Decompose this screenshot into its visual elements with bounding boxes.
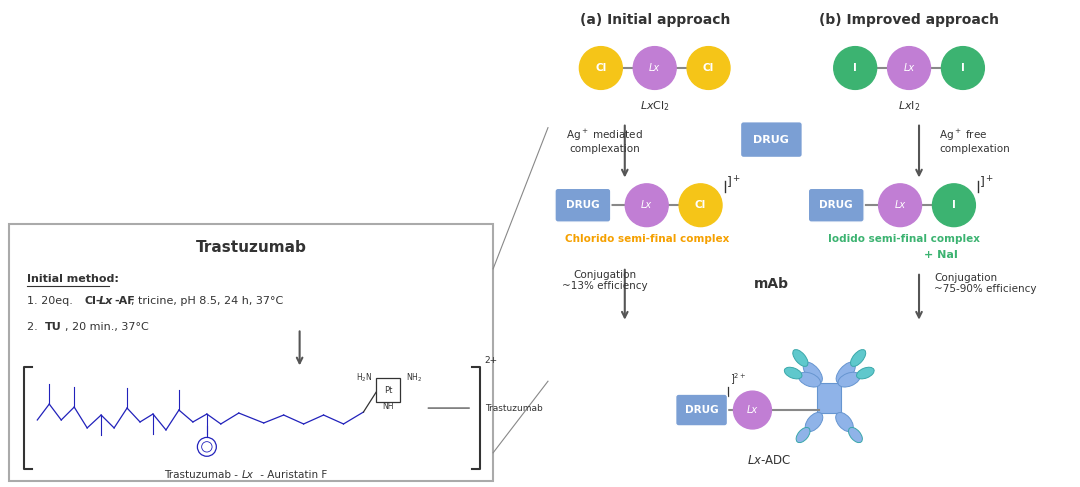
Text: Lx: Lx (642, 200, 652, 210)
Circle shape (625, 184, 669, 226)
Text: Pt: Pt (384, 386, 392, 394)
Text: I: I (853, 63, 858, 73)
Text: Initial method:: Initial method: (27, 274, 119, 284)
Text: Ag$^+$ free
complexation: Ag$^+$ free complexation (939, 128, 1010, 154)
Text: Cl: Cl (694, 200, 706, 210)
Text: I: I (961, 63, 964, 73)
Text: NH: NH (382, 402, 394, 411)
Ellipse shape (804, 362, 822, 383)
FancyBboxPatch shape (818, 383, 841, 413)
Text: (a) Initial approach: (a) Initial approach (580, 13, 730, 27)
Circle shape (633, 47, 676, 90)
FancyBboxPatch shape (555, 188, 611, 222)
Text: TU: TU (45, 321, 62, 332)
FancyBboxPatch shape (377, 378, 401, 402)
Text: Trastuzumab: Trastuzumab (195, 240, 307, 255)
Ellipse shape (793, 350, 808, 366)
Text: mAb: mAb (754, 277, 788, 291)
Circle shape (932, 184, 975, 226)
Text: Lx: Lx (99, 296, 113, 306)
Text: + NaI: + NaI (924, 250, 958, 260)
Text: -AF: -AF (114, 296, 135, 306)
Circle shape (679, 184, 723, 226)
Text: - Auristatin F: - Auristatin F (257, 469, 327, 480)
Ellipse shape (836, 362, 855, 383)
FancyBboxPatch shape (676, 394, 728, 426)
FancyBboxPatch shape (808, 188, 864, 222)
Text: ]$^+$: ]$^+$ (726, 175, 741, 191)
Text: , tricine, pH 8.5, 24 h, 37°C: , tricine, pH 8.5, 24 h, 37°C (131, 296, 283, 306)
Text: Trastuzumab -: Trastuzumab - (164, 469, 241, 480)
Text: Cl: Cl (595, 63, 607, 73)
Text: H$_2$N: H$_2$N (356, 372, 373, 384)
Ellipse shape (849, 428, 863, 443)
Text: $\it{Lx}$-ADC: $\it{Lx}$-ADC (747, 454, 792, 467)
Text: 2.: 2. (27, 321, 41, 332)
Text: (b) Improved approach: (b) Improved approach (819, 13, 999, 27)
Text: Conjugation
~13% efficiency: Conjugation ~13% efficiency (562, 270, 648, 291)
Text: NH$_2$: NH$_2$ (406, 372, 422, 384)
FancyBboxPatch shape (10, 224, 494, 481)
Circle shape (579, 47, 622, 90)
Text: Cl: Cl (703, 63, 714, 73)
Circle shape (942, 47, 984, 90)
Text: $\it{Lx}$Cl$_2$: $\it{Lx}$Cl$_2$ (639, 99, 670, 112)
Ellipse shape (798, 372, 821, 387)
Text: ]$^+$: ]$^+$ (978, 175, 994, 191)
Text: Cl-: Cl- (84, 296, 100, 306)
Text: $\it{Lx}$I$_2$: $\it{Lx}$I$_2$ (897, 99, 920, 112)
Text: 2+: 2+ (484, 356, 497, 365)
Ellipse shape (806, 412, 823, 431)
Circle shape (687, 47, 730, 90)
Text: DRUG: DRUG (566, 200, 599, 210)
Circle shape (733, 391, 771, 429)
Ellipse shape (856, 367, 874, 379)
Text: DRUG: DRUG (754, 134, 789, 145)
Circle shape (888, 47, 931, 90)
FancyBboxPatch shape (741, 122, 802, 157)
Text: Chlorido semi-final complex: Chlorido semi-final complex (565, 234, 729, 244)
Text: ]$^{2+}$: ]$^{2+}$ (729, 372, 746, 387)
Text: , 20 min., 37°C: , 20 min., 37°C (65, 321, 149, 332)
Ellipse shape (784, 367, 802, 379)
Ellipse shape (836, 412, 853, 431)
Text: Lx: Lx (894, 200, 906, 210)
Text: Iodido semi-final complex: Iodido semi-final complex (828, 234, 980, 244)
Text: I: I (951, 200, 956, 210)
Text: Conjugation
~75-90% efficiency: Conjugation ~75-90% efficiency (934, 273, 1037, 295)
Circle shape (834, 47, 877, 90)
Text: Ag$^+$ mediated
complexation: Ag$^+$ mediated complexation (566, 128, 644, 154)
Text: Lx: Lx (747, 405, 758, 415)
Text: Trastuzumab: Trastuzumab (485, 404, 543, 412)
Ellipse shape (851, 350, 866, 366)
Text: DRUG: DRUG (820, 200, 853, 210)
Text: 1. 20eq.: 1. 20eq. (27, 296, 77, 306)
Text: Lx: Lx (649, 63, 660, 73)
Text: Lx: Lx (904, 63, 915, 73)
Ellipse shape (796, 428, 810, 443)
Circle shape (879, 184, 921, 226)
Text: DRUG: DRUG (685, 405, 718, 415)
Text: Lx: Lx (241, 469, 253, 480)
Ellipse shape (838, 372, 860, 387)
